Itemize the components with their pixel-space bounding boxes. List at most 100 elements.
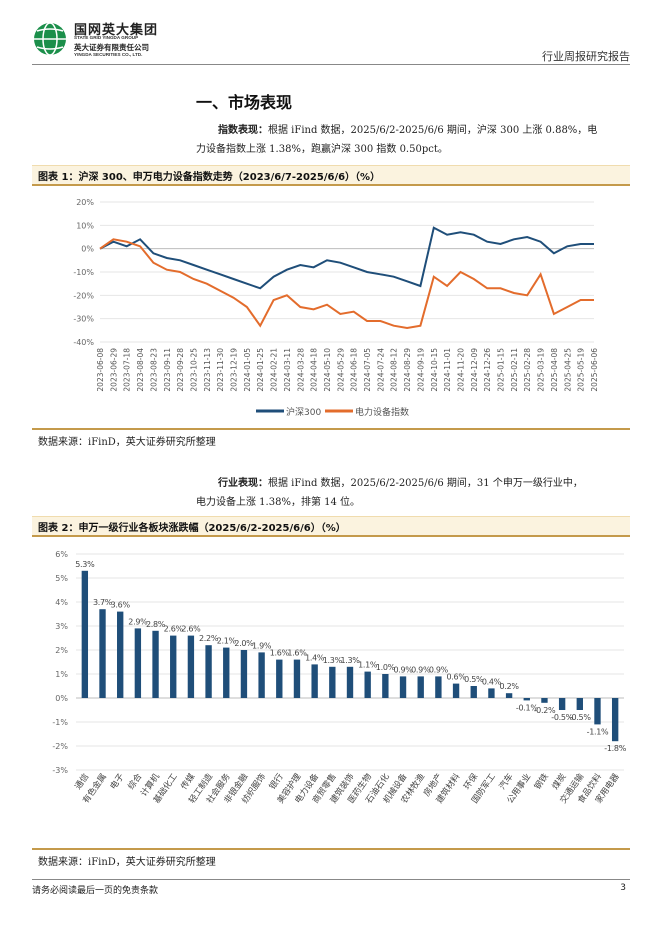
bar-value-label: 2.0% <box>234 639 254 648</box>
figure1-title-bar <box>32 165 630 185</box>
chart1-x-tick-label: 2025-04-08 <box>550 348 559 392</box>
bar-value-label: 1.3% <box>340 656 360 665</box>
chart2-y-tick-label: -1% <box>52 718 68 727</box>
chart1-y-tick-label: 0% <box>81 245 94 254</box>
chart2-y-tick-label: 0% <box>55 694 68 703</box>
bar-3 <box>117 611 124 698</box>
bar-12 <box>276 659 283 698</box>
legend-label-hs300: 沪深300 <box>286 406 321 418</box>
chart1-x-tick-label: 2024-09-19 <box>416 348 425 392</box>
bar-15 <box>329 666 336 698</box>
bar-27 <box>541 698 548 703</box>
chart1-x-tick-label: 2025-03-19 <box>537 348 546 392</box>
figure2-title-bar <box>32 516 630 536</box>
chart1-x-tick-label: 2023-12-19 <box>230 348 239 392</box>
bar-value-label: 0.6% <box>447 673 467 682</box>
para2-line2: 电力设备上涨 1.38%，排第 14 位。 <box>196 497 361 508</box>
chart1-y-tick-label: -10% <box>73 268 94 277</box>
chart2-y-tick-label: -2% <box>52 742 68 751</box>
chart1-x-tick-label: 2024-01-25 <box>256 348 265 392</box>
figure1-source: 数据来源：iFinD，英大证券研究所整理 <box>38 437 216 448</box>
report-type: 行业周报研究报告 <box>542 50 630 63</box>
bar-10 <box>240 650 248 698</box>
bar-value-label: 2.1% <box>217 637 237 646</box>
bar-23 <box>470 686 477 698</box>
bar-value-label: 0.9% <box>411 665 431 674</box>
bar-value-label: 0.2% <box>500 682 520 691</box>
bar-16 <box>346 666 354 698</box>
bar-25 <box>505 693 513 698</box>
chart2-y-tick-label: 4% <box>55 598 68 607</box>
figure1-bottom-rule <box>32 428 630 430</box>
chart1-x-tick-label: 2025-05-19 <box>577 348 586 392</box>
chart1-x-tick-label: 2024-10-15 <box>430 348 439 392</box>
chart2-y-tick-label: 6% <box>55 550 68 559</box>
bar-value-label: -0.5% <box>569 713 591 722</box>
chart1-x-tick-label: 2025-01-15 <box>497 348 506 392</box>
chart1-x-tick-label: 2024-06-18 <box>350 348 359 392</box>
bar-value-label: 0.9% <box>429 665 449 674</box>
securities-name-cn: 英大证券有限责任公司 <box>74 43 149 52</box>
bar-31 <box>611 698 619 742</box>
bar-value-label: 1.6% <box>287 649 307 658</box>
bar-29 <box>576 698 583 710</box>
bar-4 <box>134 628 142 698</box>
bar-value-label: 2.8% <box>146 620 166 629</box>
bar-5 <box>152 630 159 698</box>
bar-2 <box>99 609 106 698</box>
chart1-y-tick-label: -30% <box>73 315 94 324</box>
chart1-y-tick-label: 10% <box>76 221 94 230</box>
bar-19 <box>399 676 407 698</box>
chart2-y-tick-label: 5% <box>55 574 68 583</box>
para1-lead: 指数表现： <box>218 125 268 136</box>
category-label: 钢铁 <box>532 771 551 792</box>
chart1-y-tick-label: -40% <box>73 338 94 347</box>
chart1-x-tick-label: 2025-06-06 <box>590 348 599 392</box>
bar-13 <box>293 659 301 698</box>
figure2-bottom-rule <box>32 848 630 850</box>
chart1-x-tick-label: 2024-12-09 <box>470 348 479 392</box>
chart1-x-tick-label: 2023-09-11 <box>163 348 172 392</box>
figure2-source: 数据来源：iFinD，英大证券研究所整理 <box>38 857 216 868</box>
chart1-x-tick-label: 2024-11-01 <box>443 348 452 392</box>
bar-value-label: 1.9% <box>252 641 272 650</box>
chart1-x-tick-label: 2024-08-29 <box>403 348 412 392</box>
index-trend-chart: 20% 10% 0% -10% -20% -30% -40% 2023-06-08 2023-… <box>73 198 599 418</box>
bar-30 <box>594 698 601 725</box>
chart1-x-tick-label: 2024-08-12 <box>390 348 399 392</box>
chart2-y-tick-label: 3% <box>55 622 68 631</box>
bar-28 <box>558 698 566 710</box>
bar-value-label: 2.9% <box>128 617 148 626</box>
bar-value-label: 1.4% <box>305 653 325 662</box>
footer-rule <box>32 879 630 880</box>
industry-bar-chart: 6% 5% 4% 3% 2% 1% 0% -1% -2% -3% 5.3% 3.7%3.6% 2.9%… <box>52 550 627 806</box>
series-line-hs300 <box>99 226 594 290</box>
bar-9 <box>223 647 230 698</box>
bar-14 <box>311 664 318 698</box>
figure2-title-underline <box>32 535 630 537</box>
bar-1 <box>81 570 89 698</box>
para2-line1: 根据 iFind 数据，2025/6/2-2025/6/6 期间，31 个申万一… <box>268 478 583 489</box>
chart2-y-tick-label: 1% <box>55 670 68 679</box>
company-name-en: STATE GRID YINGDA GROUP <box>74 35 139 40</box>
bar-value-label: 5.3% <box>75 560 95 569</box>
chart2-y-tick-label: -3% <box>52 766 68 775</box>
index-performance-paragraph: 指数表现：根据 iFind 数据，2025/6/2-2025/6/6 期间，沪深… <box>196 121 632 159</box>
legend-label-power-equipment: 电力设备指数 <box>355 406 409 418</box>
chart1-x-tick-label: 2024-03-11 <box>283 348 292 392</box>
para1-line1: 根据 iFind 数据，2025/6/2-2025/6/6 期间，沪深 300 … <box>268 125 598 136</box>
bar-24 <box>488 688 495 698</box>
bar-18 <box>382 674 389 698</box>
header-rule <box>32 64 630 65</box>
page-number: 3 <box>620 883 626 893</box>
bar-value-label: 3.6% <box>111 601 131 610</box>
globe-logo-icon <box>34 22 66 56</box>
para2-lead: 行业表现： <box>218 478 268 489</box>
chart1-x-tick-label: 2023-09-28 <box>176 348 185 392</box>
chart1-x-tick-label: 2024-02-21 <box>270 348 279 392</box>
chart1-x-tick-label: 2024-07-05 <box>363 348 372 392</box>
chart1-x-tick-label: 2023-07-18 <box>123 348 132 392</box>
chart1-x-tick-label: 2024-01-05 <box>243 348 252 392</box>
bar-value-label: 2.2% <box>199 634 219 643</box>
bar-value-label: 0.5% <box>464 675 484 684</box>
